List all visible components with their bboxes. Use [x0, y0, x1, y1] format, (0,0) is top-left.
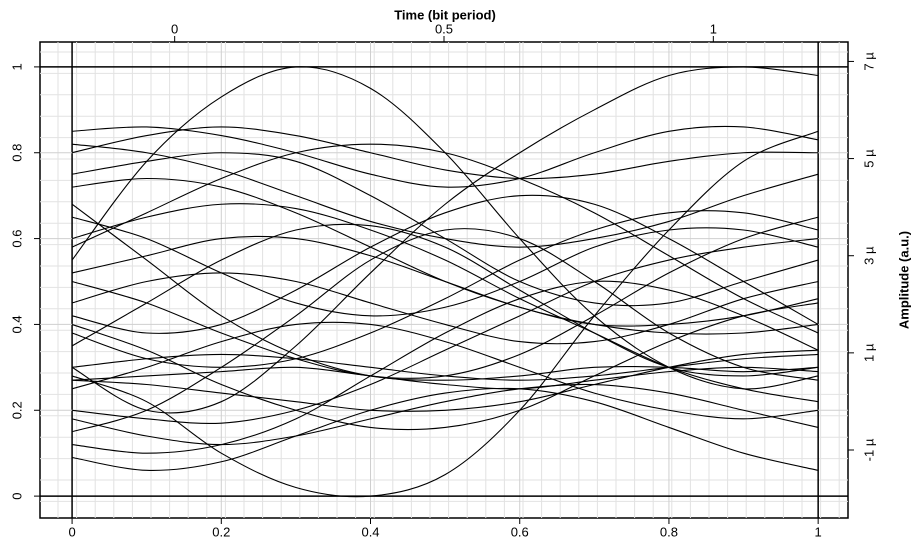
- x-tick-label: 1: [815, 524, 822, 539]
- trace: [71, 203, 819, 403]
- y-tick-label: 0.6: [9, 230, 24, 248]
- right-axis-title: Amplitude (a.u.): [896, 231, 911, 329]
- y-tick-label: 0.8: [9, 144, 24, 162]
- x-tick-label: 0.8: [660, 524, 678, 539]
- x-tick-label: 0: [68, 524, 75, 539]
- y2-tick-label: 7 µ: [861, 52, 876, 71]
- trace: [71, 235, 819, 335]
- trace: [72, 143, 819, 248]
- trace: [71, 228, 819, 433]
- trace: [72, 238, 819, 424]
- trace: [71, 223, 819, 377]
- trace: [71, 216, 819, 317]
- y-tick-label: 0.2: [9, 401, 24, 419]
- x-tick-label: 0.6: [511, 524, 529, 539]
- x2-tick-label: 0: [171, 21, 178, 36]
- trace: [72, 125, 819, 188]
- y2-tick-label: 1 µ: [861, 343, 876, 362]
- x-tick-label: 0.2: [212, 524, 230, 539]
- trace: [71, 383, 819, 446]
- x-tick-label: 0.4: [361, 524, 379, 539]
- y-tick-label: 0: [9, 492, 24, 499]
- trace: [71, 203, 819, 381]
- trace: [71, 66, 819, 414]
- top-axis-title: Time (bit period): [394, 7, 496, 22]
- x2-tick-label: 1: [710, 21, 717, 36]
- trace: [72, 353, 819, 381]
- trace: [71, 210, 819, 368]
- trace: [71, 126, 819, 180]
- y2-tick-label: -1 µ: [861, 438, 876, 461]
- y-tick-label: 0.4: [9, 315, 24, 333]
- y-tick-label: 1: [9, 63, 24, 70]
- trace: [71, 321, 819, 420]
- y2-tick-label: 5 µ: [861, 149, 876, 168]
- plot-frame: [39, 41, 849, 519]
- trace: [71, 302, 819, 431]
- trace: [71, 216, 819, 379]
- trace: [72, 366, 819, 390]
- trace: [71, 272, 819, 345]
- x2-tick-label: 0.5: [435, 21, 453, 36]
- trace: [71, 143, 819, 334]
- trace: [72, 280, 819, 454]
- trace: [71, 387, 819, 471]
- trace: [72, 349, 819, 412]
- y2-tick-label: 3 µ: [861, 246, 876, 265]
